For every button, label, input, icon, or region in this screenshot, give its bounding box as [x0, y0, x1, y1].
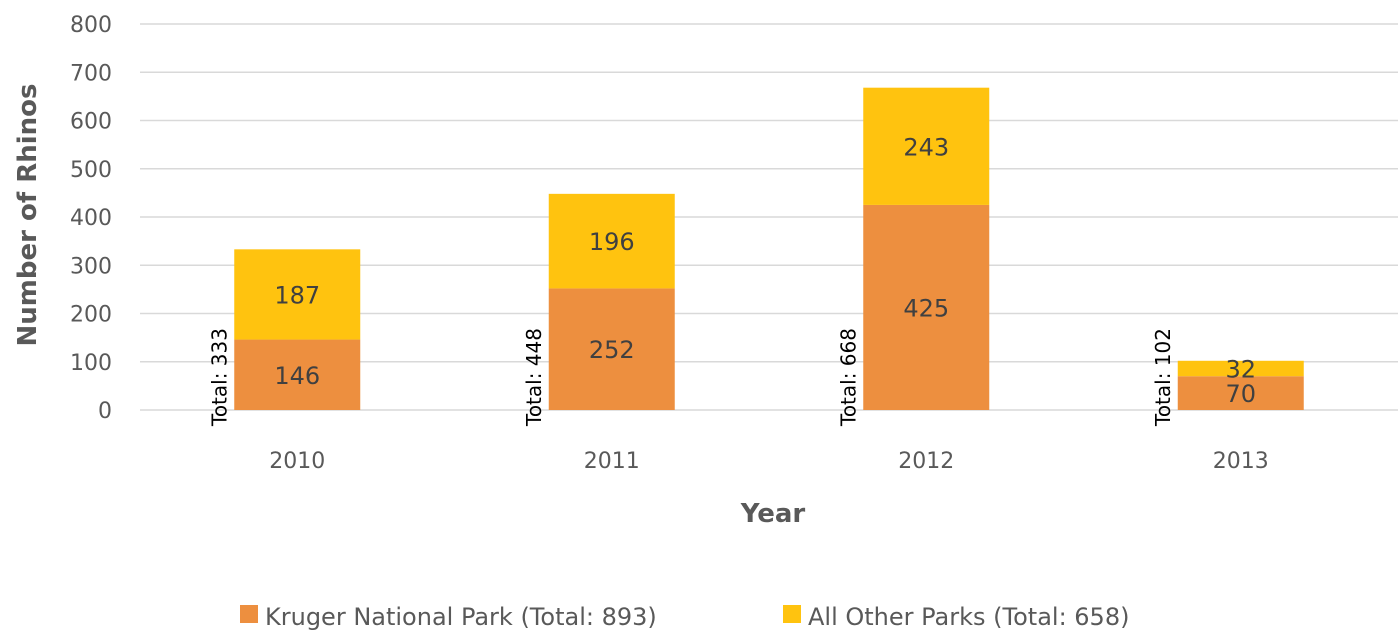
bar-segment [863, 87, 990, 205]
y-tick-label: 500 [70, 158, 112, 183]
x-axis-ticks: 2010 2011 2012 2013 [269, 449, 1269, 474]
total-label: Total: 448 [522, 328, 546, 427]
y-tick-label: 100 [70, 351, 112, 376]
data-label: 32 [1225, 356, 1256, 384]
total-label: Total: 333 [207, 328, 231, 427]
data-label: 243 [903, 133, 949, 161]
bar-segment [1177, 376, 1304, 410]
data-label: 196 [589, 228, 635, 256]
bar-segment [234, 249, 361, 340]
legend-swatch-kruger [240, 605, 258, 623]
y-tick-label: 200 [70, 303, 112, 328]
y-axis-ticks: 0 100 200 300 400 500 600 700 800 [70, 13, 112, 424]
total-label: Total: 102 [1151, 328, 1175, 427]
x-tick-label: 2010 [269, 449, 325, 474]
legend-swatch-other-parks [783, 605, 801, 623]
bar-segment [548, 288, 675, 410]
data-label: 252 [589, 336, 635, 364]
data-labels: 146 187 Total: 333 252 196 Total: 448 425 243 To… [207, 133, 1256, 427]
y-axis-title: Number of Rhinos [13, 84, 43, 347]
x-axis-title: Year [740, 499, 806, 529]
y-tick-label: 300 [70, 254, 112, 279]
y-tick-label: 400 [70, 206, 112, 231]
data-label: 70 [1225, 380, 1256, 408]
y-tick-label: 700 [70, 61, 112, 86]
legend-label-other-parks: All Other Parks (Total: 658) [808, 603, 1129, 631]
y-tick-label: 600 [70, 110, 112, 135]
legend: Kruger National Park (Total: 893) All Ot… [240, 603, 1129, 631]
data-label: 146 [274, 362, 320, 390]
bar-segment [863, 204, 990, 410]
legend-label-kruger: Kruger National Park (Total: 893) [265, 603, 657, 631]
bar-segment [548, 193, 675, 289]
data-label: 425 [903, 294, 949, 322]
data-label: 187 [274, 281, 320, 309]
bar-segment [1177, 360, 1304, 377]
x-tick-label: 2012 [898, 449, 954, 474]
total-label: Total: 668 [836, 328, 860, 427]
bar-segment [234, 339, 361, 410]
y-tick-label: 800 [70, 13, 112, 38]
bars [234, 87, 1304, 410]
x-tick-label: 2013 [1213, 449, 1269, 474]
x-tick-label: 2011 [584, 449, 640, 474]
y-tick-label: 0 [98, 399, 112, 424]
